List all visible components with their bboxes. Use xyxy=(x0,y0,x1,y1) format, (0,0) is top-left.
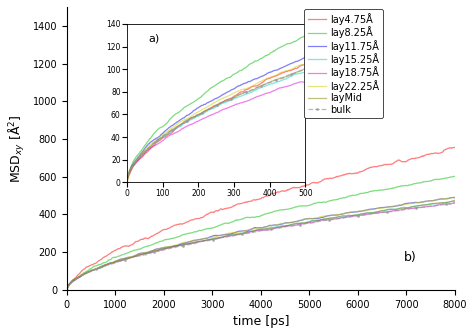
lay22.25Å xyxy=(88,269,93,273)
lay18.75Å xyxy=(300,222,305,226)
lay18.75Å xyxy=(289,224,295,228)
layMid xyxy=(398,206,404,210)
Line: layMid: layMid xyxy=(67,200,455,290)
lay8.25Å xyxy=(398,184,404,188)
layMid xyxy=(452,198,458,202)
lay18.75Å xyxy=(311,220,317,224)
X-axis label: time [ps]: time [ps] xyxy=(233,315,289,328)
lay8.25Å xyxy=(452,175,458,179)
lay11.75Å xyxy=(451,196,456,200)
Line: lay8.25Å: lay8.25Å xyxy=(67,176,455,290)
bulk xyxy=(64,288,70,292)
lay18.75Å xyxy=(64,288,70,292)
lay4.75Å xyxy=(64,288,70,292)
lay11.75Å xyxy=(311,217,317,221)
layMid xyxy=(311,219,317,223)
bulk xyxy=(88,269,93,273)
lay11.75Å xyxy=(289,220,295,224)
lay15.25Å xyxy=(88,269,93,273)
lay4.75Å xyxy=(300,184,305,188)
lay18.75Å xyxy=(452,200,458,204)
Line: lay22.25Å: lay22.25Å xyxy=(67,197,455,290)
lay22.25Å xyxy=(452,195,458,199)
lay11.75Å xyxy=(300,218,305,222)
Legend: lay4.75Å, lay8.25Å, lay11.75Å, lay15.25Å, lay18.75Å, lay22.25Å, layMid, bulk: lay4.75Å, lay8.25Å, lay11.75Å, lay15.25Å… xyxy=(304,9,383,118)
lay4.75Å xyxy=(358,170,364,174)
layMid xyxy=(358,212,364,216)
lay18.75Å xyxy=(398,208,404,212)
bulk xyxy=(311,220,317,224)
lay15.25Å xyxy=(289,222,295,226)
lay22.25Å xyxy=(358,209,364,213)
bulk xyxy=(358,214,364,218)
lay15.25Å xyxy=(300,221,305,225)
bulk xyxy=(398,208,404,212)
Line: bulk: bulk xyxy=(65,202,456,291)
bulk xyxy=(289,223,295,227)
lay11.75Å xyxy=(64,288,70,292)
lay22.25Å xyxy=(64,288,70,292)
lay11.75Å xyxy=(452,196,458,200)
lay4.75Å xyxy=(88,263,93,267)
lay4.75Å xyxy=(452,145,458,149)
lay18.75Å xyxy=(88,269,93,273)
lay8.25Å xyxy=(64,288,70,292)
lay22.25Å xyxy=(300,218,305,222)
lay15.25Å xyxy=(64,288,70,292)
lay15.25Å xyxy=(358,212,364,216)
lay8.25Å xyxy=(358,192,364,196)
Line: lay11.75Å: lay11.75Å xyxy=(67,198,455,290)
lay8.25Å xyxy=(289,206,295,210)
lay15.25Å xyxy=(451,199,457,203)
lay11.75Å xyxy=(88,268,93,272)
lay18.75Å xyxy=(358,213,364,217)
lay22.25Å xyxy=(311,216,317,220)
lay15.25Å xyxy=(398,206,404,210)
lay15.25Å xyxy=(452,199,458,203)
Line: lay15.25Å: lay15.25Å xyxy=(67,201,455,290)
layMid xyxy=(64,288,70,292)
Line: lay18.75Å: lay18.75Å xyxy=(67,202,455,290)
layMid xyxy=(300,221,305,225)
bulk xyxy=(300,222,305,226)
layMid xyxy=(289,222,295,226)
lay11.75Å xyxy=(398,203,404,207)
lay11.75Å xyxy=(358,209,364,213)
bulk xyxy=(452,201,458,205)
Text: b): b) xyxy=(404,251,417,264)
lay8.25Å xyxy=(311,201,317,205)
lay4.75Å xyxy=(289,186,295,190)
lay22.25Å xyxy=(289,220,295,224)
lay22.25Å xyxy=(398,203,404,207)
Y-axis label: MSD$_{xy}$ [Å$^{2}$]: MSD$_{xy}$ [Å$^{2}$] xyxy=(7,114,27,183)
layMid xyxy=(88,269,93,273)
lay15.25Å xyxy=(311,218,317,222)
lay8.25Å xyxy=(300,204,305,208)
Line: lay4.75Å: lay4.75Å xyxy=(67,147,455,290)
lay8.25Å xyxy=(88,267,93,271)
lay8.25Å xyxy=(451,174,456,178)
lay4.75Å xyxy=(398,159,404,163)
lay4.75Å xyxy=(311,180,317,184)
